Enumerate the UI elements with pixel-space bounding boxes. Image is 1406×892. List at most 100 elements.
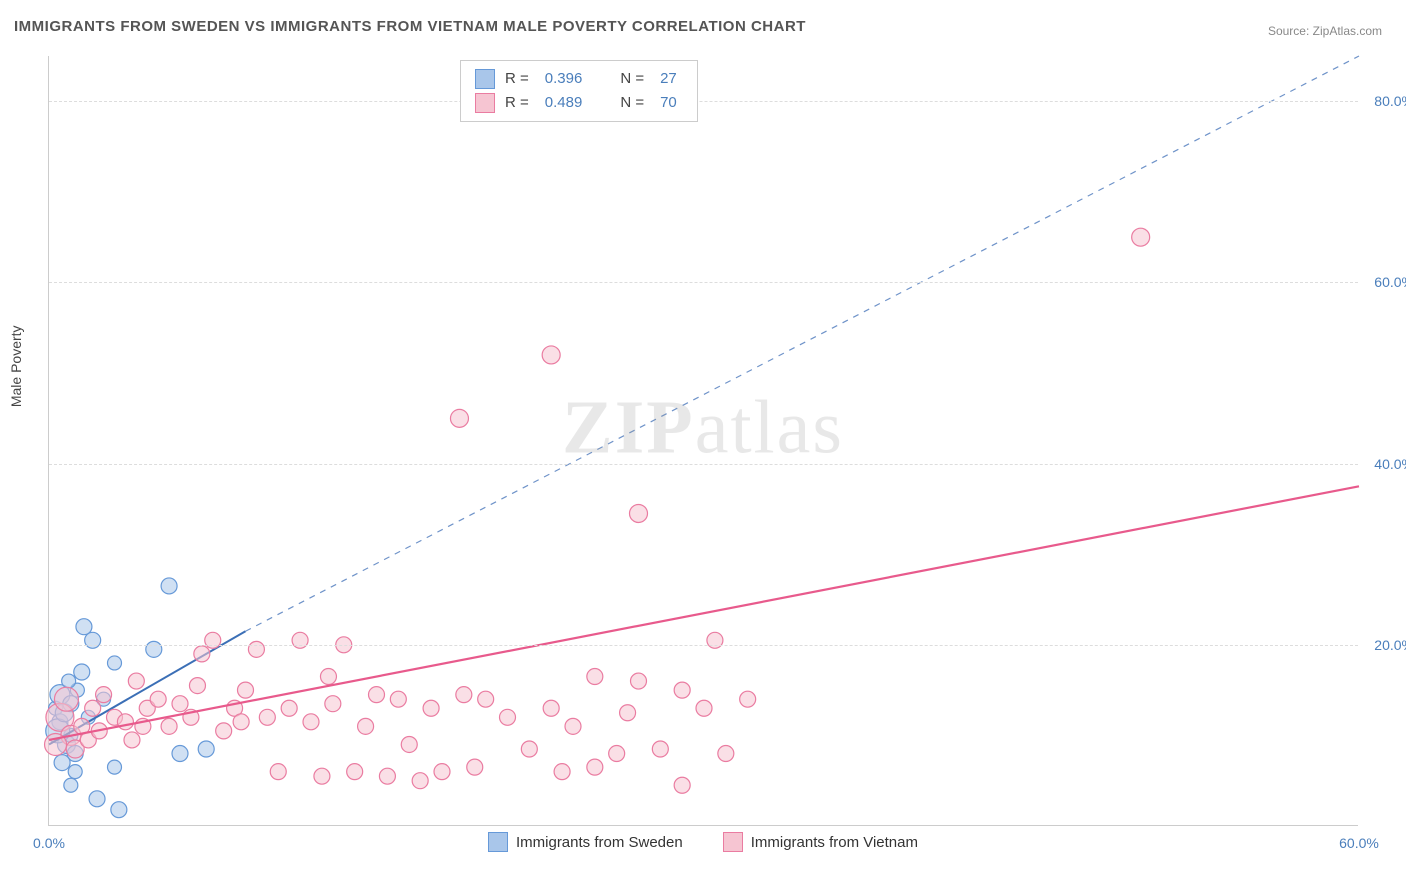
scatter-point [68, 765, 82, 779]
scatter-point [281, 700, 297, 716]
legend-r-label: R = [505, 91, 529, 115]
scatter-point [172, 696, 188, 712]
legend-label: Immigrants from Vietnam [751, 834, 918, 851]
scatter-point [314, 768, 330, 784]
y-axis-label: Male Poverty [8, 325, 24, 407]
scatter-point [198, 741, 214, 757]
scatter-point [320, 669, 336, 685]
y-tick-label: 60.0% [1374, 274, 1406, 290]
scatter-point [401, 736, 417, 752]
legend-swatch [723, 832, 743, 852]
scatter-point [358, 718, 374, 734]
scatter-point [412, 773, 428, 789]
y-tick-label: 80.0% [1374, 93, 1406, 109]
scatter-point [456, 687, 472, 703]
scatter-point [89, 791, 105, 807]
legend-r-value: 0.489 [545, 91, 583, 115]
scatter-point [161, 718, 177, 734]
scatter-point [379, 768, 395, 784]
scatter-point [85, 632, 101, 648]
source-label: Source: ZipAtlas.com [1268, 24, 1382, 38]
scatter-point [434, 764, 450, 780]
scatter-point [390, 691, 406, 707]
legend-top: R = 0.396 N = 27 R = 0.489 N = 70 [460, 60, 698, 122]
legend-row: R = 0.489 N = 70 [475, 91, 683, 115]
scatter-point [117, 714, 133, 730]
legend-n-label: N = [620, 67, 644, 91]
plot-area: 20.0%40.0%60.0%80.0%0.0%60.0% [48, 56, 1358, 826]
scatter-point [521, 741, 537, 757]
scatter-point [325, 696, 341, 712]
scatter-point [303, 714, 319, 730]
scatter-point [565, 718, 581, 734]
y-tick-label: 20.0% [1374, 637, 1406, 653]
scatter-point [216, 723, 232, 739]
scatter-point [696, 700, 712, 716]
scatter-point [542, 346, 560, 364]
scatter-point [108, 656, 122, 670]
scatter-point [631, 673, 647, 689]
legend-bottom-item: Immigrants from Sweden [488, 832, 683, 852]
scatter-point [674, 777, 690, 793]
scatter-point [194, 646, 210, 662]
scatter-point [270, 764, 286, 780]
scatter-point [248, 641, 264, 657]
scatter-point [238, 682, 254, 698]
scatter-point [478, 691, 494, 707]
scatter-point [108, 760, 122, 774]
legend-r-value: 0.396 [545, 67, 583, 91]
scatter-point [233, 714, 249, 730]
scatter-point [150, 691, 166, 707]
legend-row: R = 0.396 N = 27 [475, 67, 683, 91]
scatter-point [543, 700, 559, 716]
scatter-point [652, 741, 668, 757]
chart-title: IMMIGRANTS FROM SWEDEN VS IMMIGRANTS FRO… [14, 18, 806, 35]
scatter-plot-svg [49, 56, 1358, 825]
scatter-point [74, 664, 90, 680]
legend-n-label: N = [620, 91, 644, 115]
legend-n-value: 27 [660, 67, 677, 91]
scatter-point [707, 632, 723, 648]
y-tick-label: 40.0% [1374, 456, 1406, 472]
legend-bottom-item: Immigrants from Vietnam [723, 832, 918, 852]
scatter-point [96, 687, 112, 703]
grid-line [49, 464, 1358, 465]
scatter-point [369, 687, 385, 703]
scatter-point [450, 409, 468, 427]
scatter-point [587, 669, 603, 685]
scatter-point [1132, 228, 1150, 246]
scatter-point [674, 682, 690, 698]
scatter-point [630, 504, 648, 522]
scatter-point [259, 709, 275, 725]
scatter-point [172, 746, 188, 762]
legend-label: Immigrants from Sweden [516, 834, 683, 851]
scatter-point [124, 732, 140, 748]
chart-container: IMMIGRANTS FROM SWEDEN VS IMMIGRANTS FRO… [0, 0, 1406, 892]
scatter-point [161, 578, 177, 594]
scatter-point [189, 678, 205, 694]
scatter-point [292, 632, 308, 648]
legend-swatch [475, 93, 495, 113]
scatter-point [146, 641, 162, 657]
scatter-point [620, 705, 636, 721]
grid-line [49, 282, 1358, 283]
legend-r-label: R = [505, 67, 529, 91]
legend-bottom: Immigrants from Sweden Immigrants from Vi… [0, 832, 1406, 852]
scatter-point [500, 709, 516, 725]
grid-line [49, 645, 1358, 646]
scatter-point [64, 778, 78, 792]
scatter-point [54, 687, 78, 711]
scatter-point [85, 700, 101, 716]
scatter-point [111, 802, 127, 818]
scatter-point [467, 759, 483, 775]
scatter-point [347, 764, 363, 780]
legend-n-value: 70 [660, 91, 677, 115]
scatter-point [128, 673, 144, 689]
scatter-point [587, 759, 603, 775]
scatter-point [205, 632, 221, 648]
scatter-point [609, 746, 625, 762]
legend-swatch [475, 69, 495, 89]
scatter-point [740, 691, 756, 707]
scatter-point [554, 764, 570, 780]
grid-line [49, 101, 1358, 102]
